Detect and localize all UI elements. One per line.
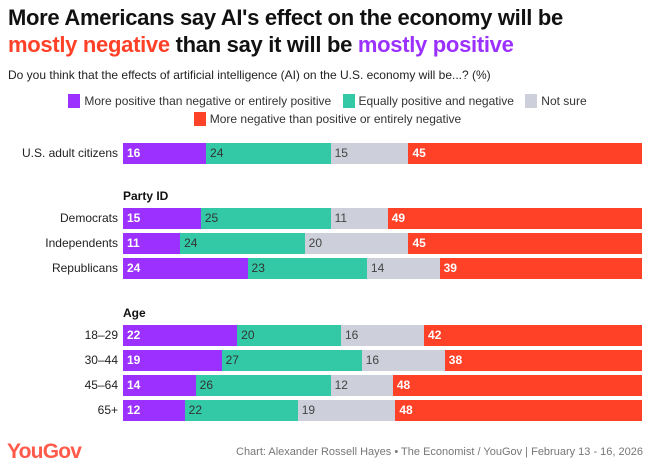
- group-heading: Party ID: [123, 189, 169, 203]
- bar-segment: 20: [237, 325, 341, 346]
- row-label: Democrats: [59, 211, 118, 225]
- row-label: Independents: [45, 236, 118, 250]
- row-label: 65+: [97, 403, 118, 417]
- bar-segment: 42: [424, 325, 642, 346]
- bar-segment: 22: [184, 400, 298, 421]
- row-label: 30–44: [84, 353, 118, 367]
- bar-segment: 27: [221, 350, 362, 371]
- group-heading: Age: [123, 306, 146, 320]
- bar-segment: 14: [123, 375, 196, 396]
- bar-segment: 45: [408, 233, 642, 254]
- bar-segment: 23: [247, 258, 367, 279]
- bar-segment: 48: [392, 375, 642, 396]
- chart-subtitle: Do you think that the effects of artific…: [8, 68, 491, 82]
- legend-row-1: More positive than negative or entirely …: [0, 94, 655, 111]
- legend-swatch: [193, 112, 206, 126]
- bar-segment: 38: [444, 350, 642, 371]
- bar-segment: 15: [123, 208, 201, 229]
- title-middle: than say it will be: [169, 32, 358, 57]
- legend-label: Equally positive and negative: [358, 94, 514, 108]
- chart-title: More Americans say AI's effect on the ec…: [8, 4, 653, 58]
- legend-swatch: [68, 94, 81, 108]
- title-negative: mostly negative: [8, 32, 170, 57]
- bar-segment: 11: [123, 233, 181, 254]
- bar-segment: 11: [330, 208, 388, 229]
- legend-label: More positive than negative or entirely …: [84, 94, 332, 108]
- bar-segment: 45: [408, 143, 642, 164]
- legend-swatch: [342, 94, 355, 108]
- bar-segment: 19: [123, 350, 222, 371]
- title-part1: More Americans say AI's effect on the ec…: [8, 5, 563, 30]
- row-label: Republicans: [51, 261, 118, 275]
- bar-segment: 12: [123, 400, 185, 421]
- bar-segment: 16: [361, 350, 445, 371]
- bar-segment: 22: [123, 325, 238, 346]
- bar-segment: 48: [395, 400, 642, 421]
- legend-label: Not sure: [541, 94, 587, 108]
- bar-segment: 24: [123, 258, 248, 279]
- bar-segment: 20: [304, 233, 409, 254]
- legend-row-2: More negative than positive or entirely …: [0, 112, 655, 129]
- bar-segment: 16: [340, 325, 424, 346]
- source-note: Chart: Alexander Rossell Hayes • The Eco…: [236, 446, 643, 458]
- bar-segment: 16: [123, 143, 207, 164]
- bar-segment: 49: [387, 208, 642, 229]
- title-positive: mostly positive: [357, 32, 514, 57]
- legend-label: More negative than positive or entirely …: [209, 112, 462, 126]
- bar-segment: 12: [330, 375, 393, 396]
- legend-item: Equally positive and negative: [342, 94, 514, 108]
- bar-segment: 24: [180, 233, 305, 254]
- bar-segment: 39: [439, 258, 642, 279]
- legend-item: More positive than negative or entirely …: [68, 94, 331, 108]
- bar-segment: 25: [200, 208, 331, 229]
- bar-segment: 26: [195, 375, 331, 396]
- row-label: 45–64: [84, 378, 118, 392]
- row-label: 18–29: [84, 328, 118, 342]
- bar-segment: 15: [330, 143, 409, 164]
- bar-segment: 19: [297, 400, 396, 421]
- legend-item: Not sure: [525, 94, 587, 108]
- yougov-logo: YouGov: [7, 440, 82, 463]
- bar-segment: 14: [366, 258, 440, 279]
- legend-swatch: [525, 94, 538, 108]
- bar-segment: 24: [206, 143, 331, 164]
- legend-item: More negative than positive or entirely …: [193, 112, 462, 126]
- row-label: U.S. adult citizens: [21, 146, 118, 160]
